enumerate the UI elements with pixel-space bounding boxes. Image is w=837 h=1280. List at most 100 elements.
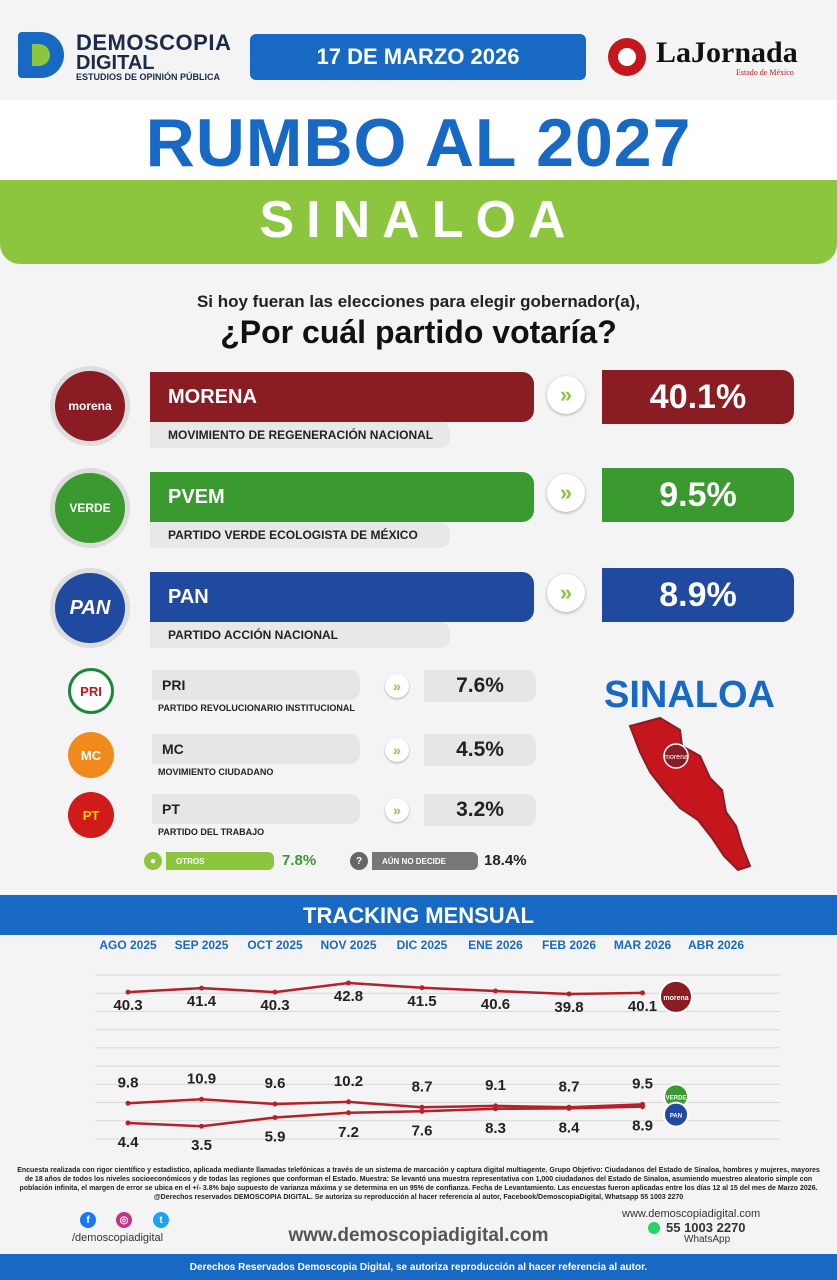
data-point (272, 1101, 278, 1107)
series-badge (663, 1101, 689, 1128)
series-line (127, 981, 643, 996)
data-label: 41.5 (407, 993, 436, 1010)
social-handle[interactable]: /demoscopiadigital (72, 1232, 164, 1244)
x-tick-label: MAR 2026 (614, 938, 672, 952)
data-label: 41.4 (187, 993, 217, 1010)
series-line (127, 1098, 643, 1109)
pvem-logo: VERDE (50, 468, 130, 548)
data-point (640, 1104, 645, 1110)
data-point (346, 1099, 351, 1105)
brand-line1: DEMOSCOPIA (76, 30, 232, 55)
pct-morena: 40.1% (602, 370, 794, 424)
data-point (125, 1100, 131, 1106)
la-jornada-icon (608, 38, 646, 76)
whatsapp-label: WhatsApp (684, 1234, 731, 1245)
pct-pt: 3.2% (424, 794, 536, 826)
partner-name: LaJornada (656, 36, 798, 69)
data-label: 10.2 (334, 1073, 363, 1090)
whatsapp-icon (648, 1222, 660, 1234)
tracking-band (0, 895, 837, 935)
title-band (0, 100, 837, 182)
data-point (199, 985, 204, 991)
data-label: 40.1 (628, 998, 657, 1015)
series-badge-label: PAN (670, 1114, 682, 1120)
question-icon: ? (350, 852, 368, 870)
chevron-right-icon: » (547, 376, 585, 414)
party-fullname-pan: PARTIDO ACCIÓN NACIONAL (150, 622, 450, 648)
pan-logo: PAN (50, 568, 130, 648)
brand-line2: DIGITAL (76, 52, 155, 74)
state-band (0, 180, 837, 264)
data-label: 8.7 (412, 1078, 433, 1095)
date-badge: 17 DE MARZO 2026 (250, 34, 586, 80)
party-bar-pri: PRI (152, 670, 360, 700)
party-bar-morena: MORENA (150, 372, 534, 422)
series-badge-label: morena (663, 995, 688, 1002)
phone-number[interactable]: 55 1003 2270 (666, 1220, 746, 1235)
twitter-icon[interactable]: t (153, 1212, 169, 1228)
data-label: 8.4 (559, 1119, 581, 1136)
data-label: 7.2 (338, 1124, 359, 1141)
party-fullname-mc: MOVIMIENTO CIUDADANO (158, 767, 274, 777)
page-title: RUMBO AL 2027 (145, 105, 692, 181)
pct-pan: 8.9% (602, 568, 794, 622)
chart-lines (125, 980, 645, 1129)
data-label: 39.8 (554, 999, 583, 1016)
party-bar-mc: MC (152, 734, 360, 764)
data-point (272, 1114, 278, 1120)
pct-pvem: 9.5% (602, 468, 794, 522)
pct-mc: 4.5% (424, 734, 536, 766)
others-pct: 7.8% (282, 852, 317, 869)
data-label: 9.6 (265, 1075, 286, 1092)
undecided-pct: 18.4% (484, 852, 527, 869)
facebook-icon[interactable]: f (80, 1212, 96, 1228)
state-title: SINALOA (259, 191, 578, 249)
data-label: 10.9 (187, 1070, 216, 1087)
chevron-right-icon: » (385, 798, 409, 822)
data-point (493, 1106, 498, 1112)
pct-pri: 7.6% (424, 670, 536, 702)
series-line (127, 1105, 643, 1128)
data-point (125, 1120, 131, 1126)
chevron-right-icon: » (547, 474, 585, 512)
data-point (346, 980, 351, 986)
series-badge-label: VERDE (666, 1095, 687, 1101)
others-bar: OTROS (166, 852, 274, 870)
data-point (125, 989, 131, 995)
data-point (199, 1123, 204, 1129)
demoscopia-logo-icon (18, 32, 64, 78)
data-label: 4.4 (118, 1134, 140, 1151)
chart-categories: AGO 2025 SEP 2025 OCT 2025 NOV 2025 DIC 2025… (99, 938, 744, 952)
website-small[interactable]: www.demoscopiadigital.com (622, 1208, 761, 1220)
rights-band: Derechos Reservados Demoscopia Digital, … (0, 1254, 837, 1280)
x-tick-label: FEB 2026 (542, 938, 596, 952)
data-label: 5.9 (265, 1128, 286, 1145)
tracking-chart: AGO 2025 SEP 2025 OCT 2025 NOV 2025 DIC 2025… (95, 938, 780, 1154)
data-label: 42.8 (334, 988, 363, 1005)
x-tick-label: ENE 2026 (468, 938, 523, 952)
data-label: 9.8 (118, 1074, 139, 1091)
data-point (640, 990, 645, 996)
chevron-right-icon: » (385, 738, 409, 762)
instagram-icon[interactable]: ◎ (116, 1212, 132, 1228)
x-tick-label: SEP 2025 (175, 938, 229, 952)
website-link[interactable]: www.demoscopiadigital.com (288, 1225, 549, 1246)
tracking-title: TRACKING MENSUAL (303, 903, 534, 928)
map-party-label: morena (664, 754, 688, 761)
mc-logo: MC (68, 732, 114, 778)
party-fullname-pt: PARTIDO DEL TRABAJO (158, 827, 265, 837)
brand-tagline: ESTUDIOS DE OPINIÓN PÚBLICA (76, 72, 221, 82)
question-line1: Si hoy fueran las elecciones para elegir… (196, 292, 641, 311)
chart-series-badges: morena VERDE PAN (659, 979, 693, 1128)
pri-logo: PRI (68, 668, 114, 714)
data-point (566, 991, 572, 997)
data-point (419, 1108, 425, 1114)
x-tick-label: ABR 2026 (688, 938, 744, 952)
partner-sub: Estado de México (736, 68, 794, 77)
data-label: 40.3 (260, 997, 289, 1014)
chart-grid (95, 974, 780, 1140)
chevron-right-icon: » (385, 674, 409, 698)
morena-logo: morena (50, 366, 130, 446)
data-label: 3.5 (191, 1137, 212, 1154)
data-point (199, 1096, 204, 1102)
